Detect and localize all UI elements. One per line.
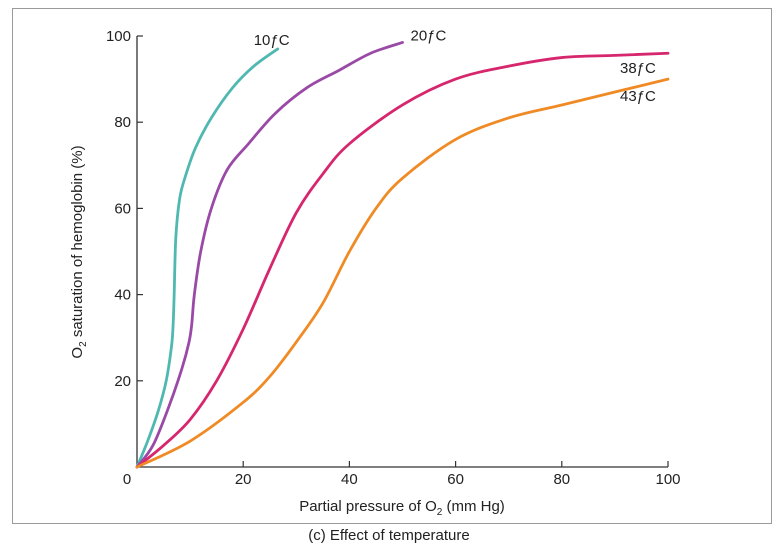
series-label-3: 38ƒC	[620, 60, 656, 77]
curves	[135, 41, 670, 469]
y-tick-label: 80	[114, 114, 131, 131]
x-tick-label: 0	[123, 471, 131, 488]
series-line-2	[135, 41, 404, 469]
series-label-1: 10ƒC	[254, 32, 290, 49]
x-axis-title: Partial pressure of O2 (mm Hg)	[299, 498, 505, 518]
x-tick-label: 100	[655, 471, 680, 488]
axes	[136, 36, 668, 468]
ticks: 0 20 40 60 80 100 20 40 60 80 100	[106, 28, 681, 488]
figure-caption: (c) Effect of temperature	[308, 527, 470, 544]
x-tick-label: 80	[553, 471, 570, 488]
series-line-3	[135, 51, 670, 469]
series-line-1	[135, 47, 280, 469]
series-label-4: 43ƒC	[620, 88, 656, 105]
y-tick-label: 100	[106, 28, 131, 45]
y-tick-label: 60	[114, 200, 131, 217]
series-line-4	[135, 77, 670, 469]
x-tick-label: 20	[235, 471, 252, 488]
x-tick-label: 40	[341, 471, 358, 488]
x-tick-label: 60	[447, 471, 464, 488]
y-tick-label: 20	[114, 373, 131, 390]
y-axis-title: O2 saturation of hemoglobin (%)	[69, 145, 89, 358]
y-tick-label: 40	[114, 287, 131, 304]
series-labels: 10ƒC 20ƒC 38ƒC 43ƒC	[254, 27, 656, 105]
series-label-2: 20ƒC	[411, 27, 447, 44]
figure-frame	[12, 8, 772, 524]
